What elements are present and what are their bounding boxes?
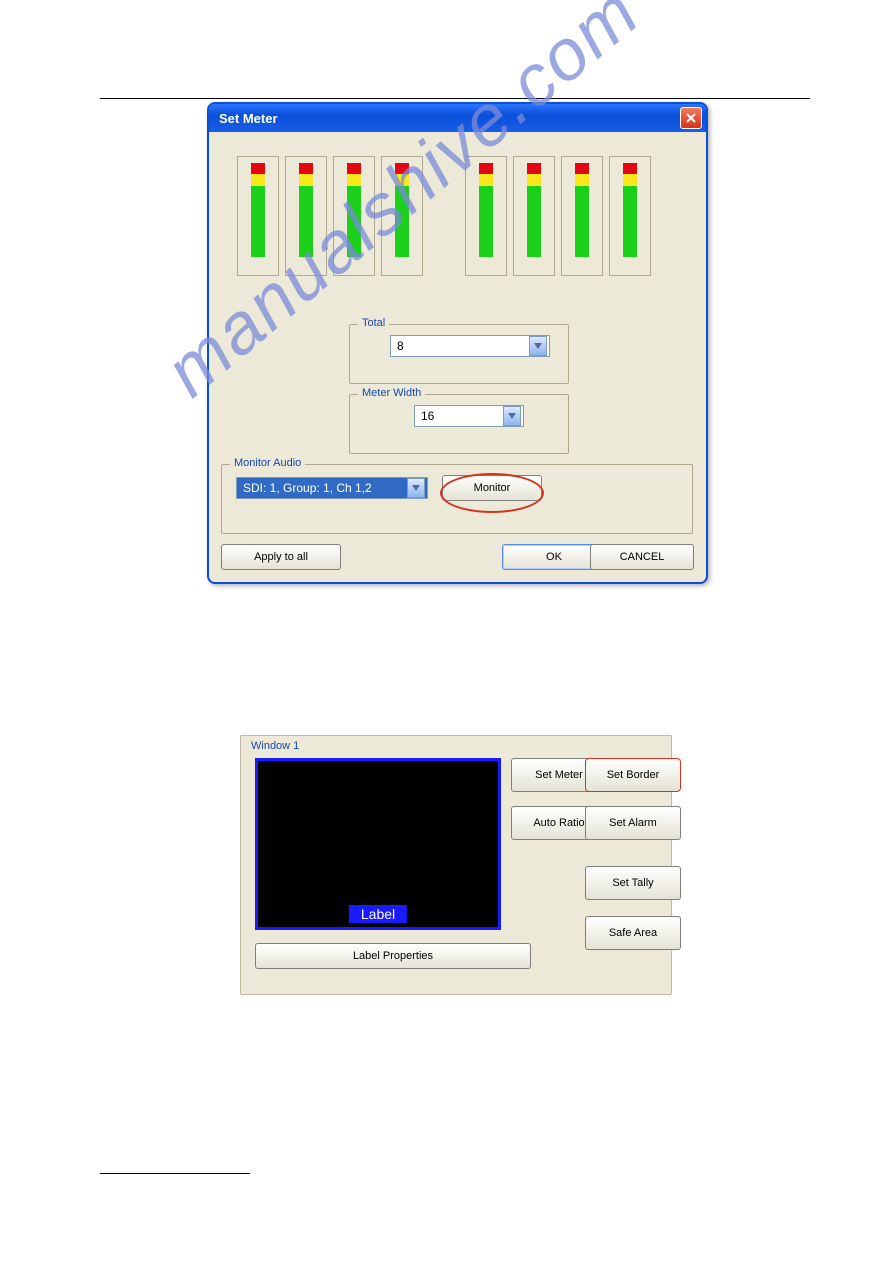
bottom-rule — [100, 1173, 250, 1174]
safe-area-label: Safe Area — [609, 927, 657, 939]
preview-label: Label — [349, 905, 407, 923]
top-rule — [100, 98, 810, 99]
monitor-audio-fieldset: Monitor Audio SDI: 1, Group: 1, Ch 1,2 M… — [221, 464, 693, 534]
chevron-down-icon — [503, 406, 521, 426]
safe-area-button[interactable]: Safe Area — [585, 916, 681, 950]
meter-8 — [609, 156, 651, 276]
meter-width-value: 16 — [421, 409, 434, 423]
total-fieldset: Total 8 — [349, 324, 569, 384]
set-alarm-button[interactable]: Set Alarm — [585, 806, 681, 840]
monitor-audio-value: SDI: 1, Group: 1, Ch 1,2 — [243, 481, 372, 495]
set-border-button[interactable]: Set Border — [585, 758, 681, 792]
monitor-button[interactable]: Monitor — [442, 475, 542, 501]
meter-row — [237, 156, 694, 276]
meter-5 — [465, 156, 507, 276]
titlebar: Set Meter — [209, 104, 706, 132]
meter-3 — [333, 156, 375, 276]
meter-7 — [561, 156, 603, 276]
total-combo[interactable]: 8 — [390, 335, 550, 357]
chevron-down-icon — [407, 478, 425, 498]
set-meter-label: Set Meter — [535, 769, 583, 781]
monitor-button-label: Monitor — [474, 482, 511, 494]
cancel-button[interactable]: CANCEL — [590, 544, 694, 570]
dialog-title: Set Meter — [219, 111, 278, 126]
total-legend: Total — [358, 317, 389, 329]
dialog-body: Total 8 Meter Width 16 Monitor Audio S — [209, 132, 706, 582]
preview-area: Label — [255, 758, 501, 930]
close-icon — [685, 112, 697, 124]
meter-width-combo[interactable]: 16 — [414, 405, 524, 427]
window1-panel: Window 1 Label Label Properties Set Mete… — [240, 735, 672, 995]
close-button[interactable] — [680, 107, 702, 129]
meter-4 — [381, 156, 423, 276]
meter-2 — [285, 156, 327, 276]
apply-to-all-button[interactable]: Apply to all — [221, 544, 341, 570]
apply-to-all-label: Apply to all — [254, 551, 308, 563]
cancel-label: CANCEL — [620, 551, 665, 563]
meter-6 — [513, 156, 555, 276]
monitor-audio-legend: Monitor Audio — [230, 457, 305, 469]
auto-ratio-label: Auto Ratio — [533, 817, 584, 829]
monitor-audio-combo[interactable]: SDI: 1, Group: 1, Ch 1,2 — [236, 477, 428, 499]
meter-width-fieldset: Meter Width 16 — [349, 394, 569, 454]
set-meter-dialog: Set Meter Total 8 — [207, 102, 708, 584]
set-border-label: Set Border — [607, 769, 660, 781]
set-alarm-label: Set Alarm — [609, 817, 657, 829]
set-tally-button[interactable]: Set Tally — [585, 866, 681, 900]
label-properties-button[interactable]: Label Properties — [255, 943, 531, 969]
chevron-down-icon — [529, 336, 547, 356]
total-value: 8 — [397, 339, 404, 353]
meter-1 — [237, 156, 279, 276]
label-properties-text: Label Properties — [353, 950, 433, 962]
set-tally-label: Set Tally — [612, 877, 653, 889]
ok-label: OK — [546, 551, 562, 563]
window1-title: Window 1 — [251, 740, 299, 752]
meter-width-legend: Meter Width — [358, 387, 425, 399]
